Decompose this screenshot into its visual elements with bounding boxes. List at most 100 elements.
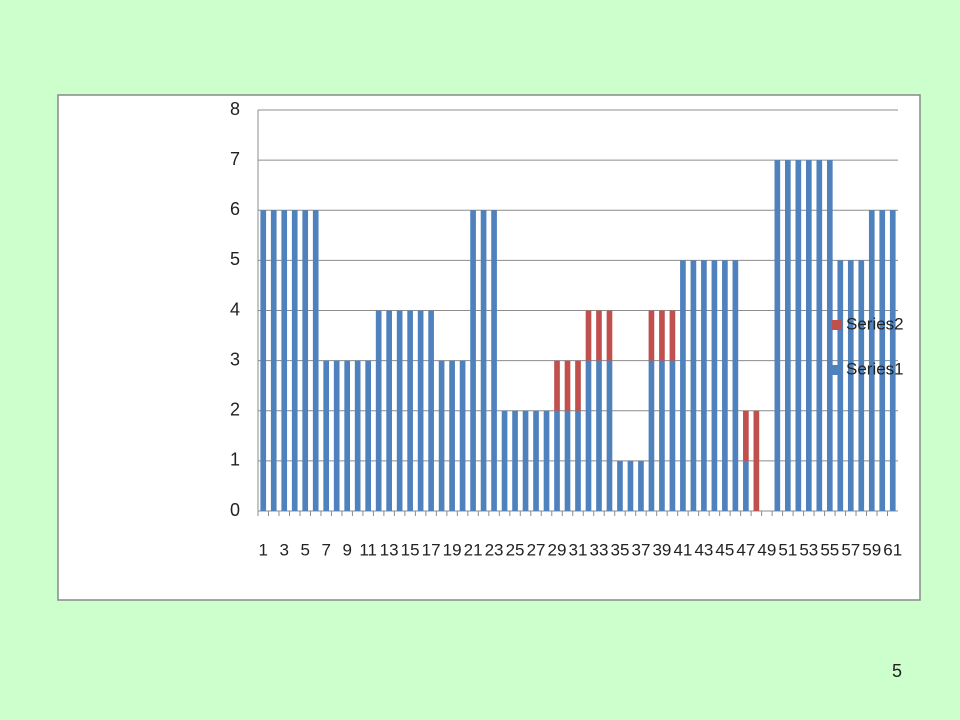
x-tick-label: 25 (506, 540, 525, 559)
y-tick-label: 2 (230, 400, 240, 420)
legend-swatch (832, 320, 842, 330)
bar-segment (889, 210, 896, 511)
legend-label: Series1 (846, 359, 904, 378)
bar-segment (879, 210, 886, 511)
x-tick-label: 41 (673, 540, 692, 559)
bar-segment (858, 260, 865, 511)
bar-segment (585, 360, 592, 511)
x-tick-label: 33 (590, 540, 609, 559)
bar-segment (701, 260, 707, 511)
bar-segment (648, 310, 655, 361)
bar-segment (669, 360, 676, 511)
bar-segment (323, 360, 330, 511)
bar-segment (543, 410, 550, 511)
bar-segment (774, 160, 781, 511)
bar-segment (491, 210, 497, 511)
x-tick-label: 9 (342, 540, 351, 559)
y-tick-label: 3 (230, 349, 240, 369)
bar-segment (680, 260, 686, 511)
x-tick-label: 49 (757, 540, 776, 559)
bar-segment (659, 310, 665, 361)
bar-segment (606, 310, 613, 361)
bar-segment (270, 210, 277, 511)
bar-segment (795, 160, 802, 511)
bar-segment (396, 310, 403, 511)
bar-segment (375, 310, 382, 511)
bar-segment (585, 310, 592, 361)
bar-segment (575, 360, 581, 411)
bar-segment (291, 210, 298, 511)
page-number: 5 (892, 661, 902, 681)
bar-segment (302, 210, 309, 511)
bar-segment (648, 360, 655, 511)
y-tick-label: 8 (230, 99, 240, 119)
bar-segment (564, 360, 571, 411)
bar-segment (627, 460, 634, 511)
bar-segment (512, 410, 518, 511)
bar-segment (470, 210, 476, 511)
x-tick-label: 13 (380, 540, 399, 559)
x-tick-label: 27 (527, 540, 546, 559)
y-tick-label: 7 (230, 149, 240, 169)
bar-segment (805, 160, 812, 511)
bar-segment (449, 360, 455, 511)
bar-segment (260, 210, 267, 511)
bar-segment (732, 260, 739, 511)
bar-segment (847, 260, 854, 511)
bar-segment (575, 410, 581, 511)
x-tick-label: 7 (321, 540, 330, 559)
x-tick-label: 1 (259, 540, 268, 559)
x-tick-label: 55 (820, 540, 839, 559)
bar-segment (554, 360, 560, 411)
bar-segment (365, 360, 371, 511)
chart-frame (57, 94, 921, 601)
bar-segment (596, 310, 602, 361)
x-tick-label: 47 (736, 540, 755, 559)
bar-segment (617, 460, 623, 511)
x-tick-label: 11 (359, 540, 377, 559)
x-tick-label: 53 (799, 540, 818, 559)
bar-segment (606, 360, 613, 511)
x-tick-label: 39 (652, 540, 671, 559)
bar-segment (554, 410, 560, 511)
y-tick-label: 4 (230, 299, 240, 319)
x-tick-label: 29 (548, 540, 567, 559)
y-tick-label: 5 (230, 249, 240, 269)
bar-segment (753, 410, 760, 511)
x-tick-label: 21 (464, 540, 483, 559)
bar-segment (522, 410, 529, 511)
bar-segment (826, 160, 833, 511)
bar-segment (868, 210, 875, 511)
bar-segment (564, 410, 571, 511)
bar-segment (407, 310, 413, 511)
bar-segment (722, 260, 728, 511)
x-tick-label: 23 (485, 540, 504, 559)
x-tick-label: 19 (443, 540, 462, 559)
x-tick-label: 57 (841, 540, 860, 559)
x-tick-label: 5 (300, 540, 309, 559)
x-tick-label: 35 (611, 540, 630, 559)
bar-segment (711, 260, 718, 511)
bar-segment (596, 360, 602, 511)
bar-segment (438, 360, 445, 511)
x-tick-label: 59 (862, 540, 881, 559)
bar-segment (690, 260, 697, 511)
x-tick-label: 43 (694, 540, 713, 559)
bar-segment (333, 360, 340, 511)
bar-segment (659, 360, 665, 511)
legend-swatch (832, 365, 842, 375)
bar-segment (816, 160, 823, 511)
x-tick-label: 17 (422, 540, 441, 559)
x-tick-label: 45 (715, 540, 734, 559)
bar-segment (428, 310, 434, 511)
bar-segment (669, 310, 676, 361)
x-tick-label: 61 (883, 540, 902, 559)
x-tick-label: 15 (401, 540, 420, 559)
bar-segment (743, 460, 749, 511)
bar-segment (837, 260, 844, 511)
bar-segment (533, 410, 539, 511)
bar-segment (785, 160, 791, 511)
bar-segment (386, 310, 392, 511)
